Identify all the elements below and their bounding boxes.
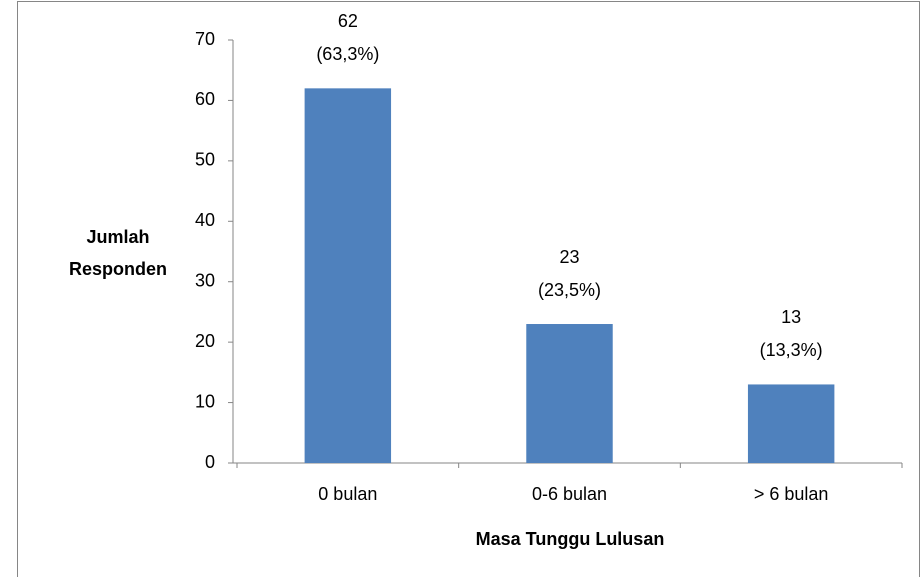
y-tick-label: 20 [195,331,215,351]
y-axis-label: Jumlah [86,227,149,247]
x-tick-label: > 6 bulan [754,484,829,504]
percent-label: (23,5%) [538,280,601,300]
chart-border [17,1,920,577]
bar [526,324,613,463]
data-label: 13 [781,307,801,327]
percent-label: (63,3%) [316,44,379,64]
y-tick-label: 70 [195,29,215,49]
y-tick-label: 30 [195,270,215,290]
y-tick-label: 40 [195,210,215,230]
x-tick-label: 0-6 bulan [532,484,607,504]
percent-label: (13,3%) [760,340,823,360]
y-tick-label: 50 [195,150,215,170]
data-label: 62 [338,11,358,31]
bar [304,88,392,463]
y-axis-label: Responden [69,259,167,279]
x-tick-label: 0 bulan [318,484,377,504]
x-axis-label: Masa Tunggu Lulusan [476,529,665,549]
y-tick-label: 0 [205,452,215,472]
data-label: 23 [559,247,579,267]
y-tick-label: 60 [195,89,215,109]
bar [747,384,835,463]
y-tick-label: 10 [195,391,215,411]
